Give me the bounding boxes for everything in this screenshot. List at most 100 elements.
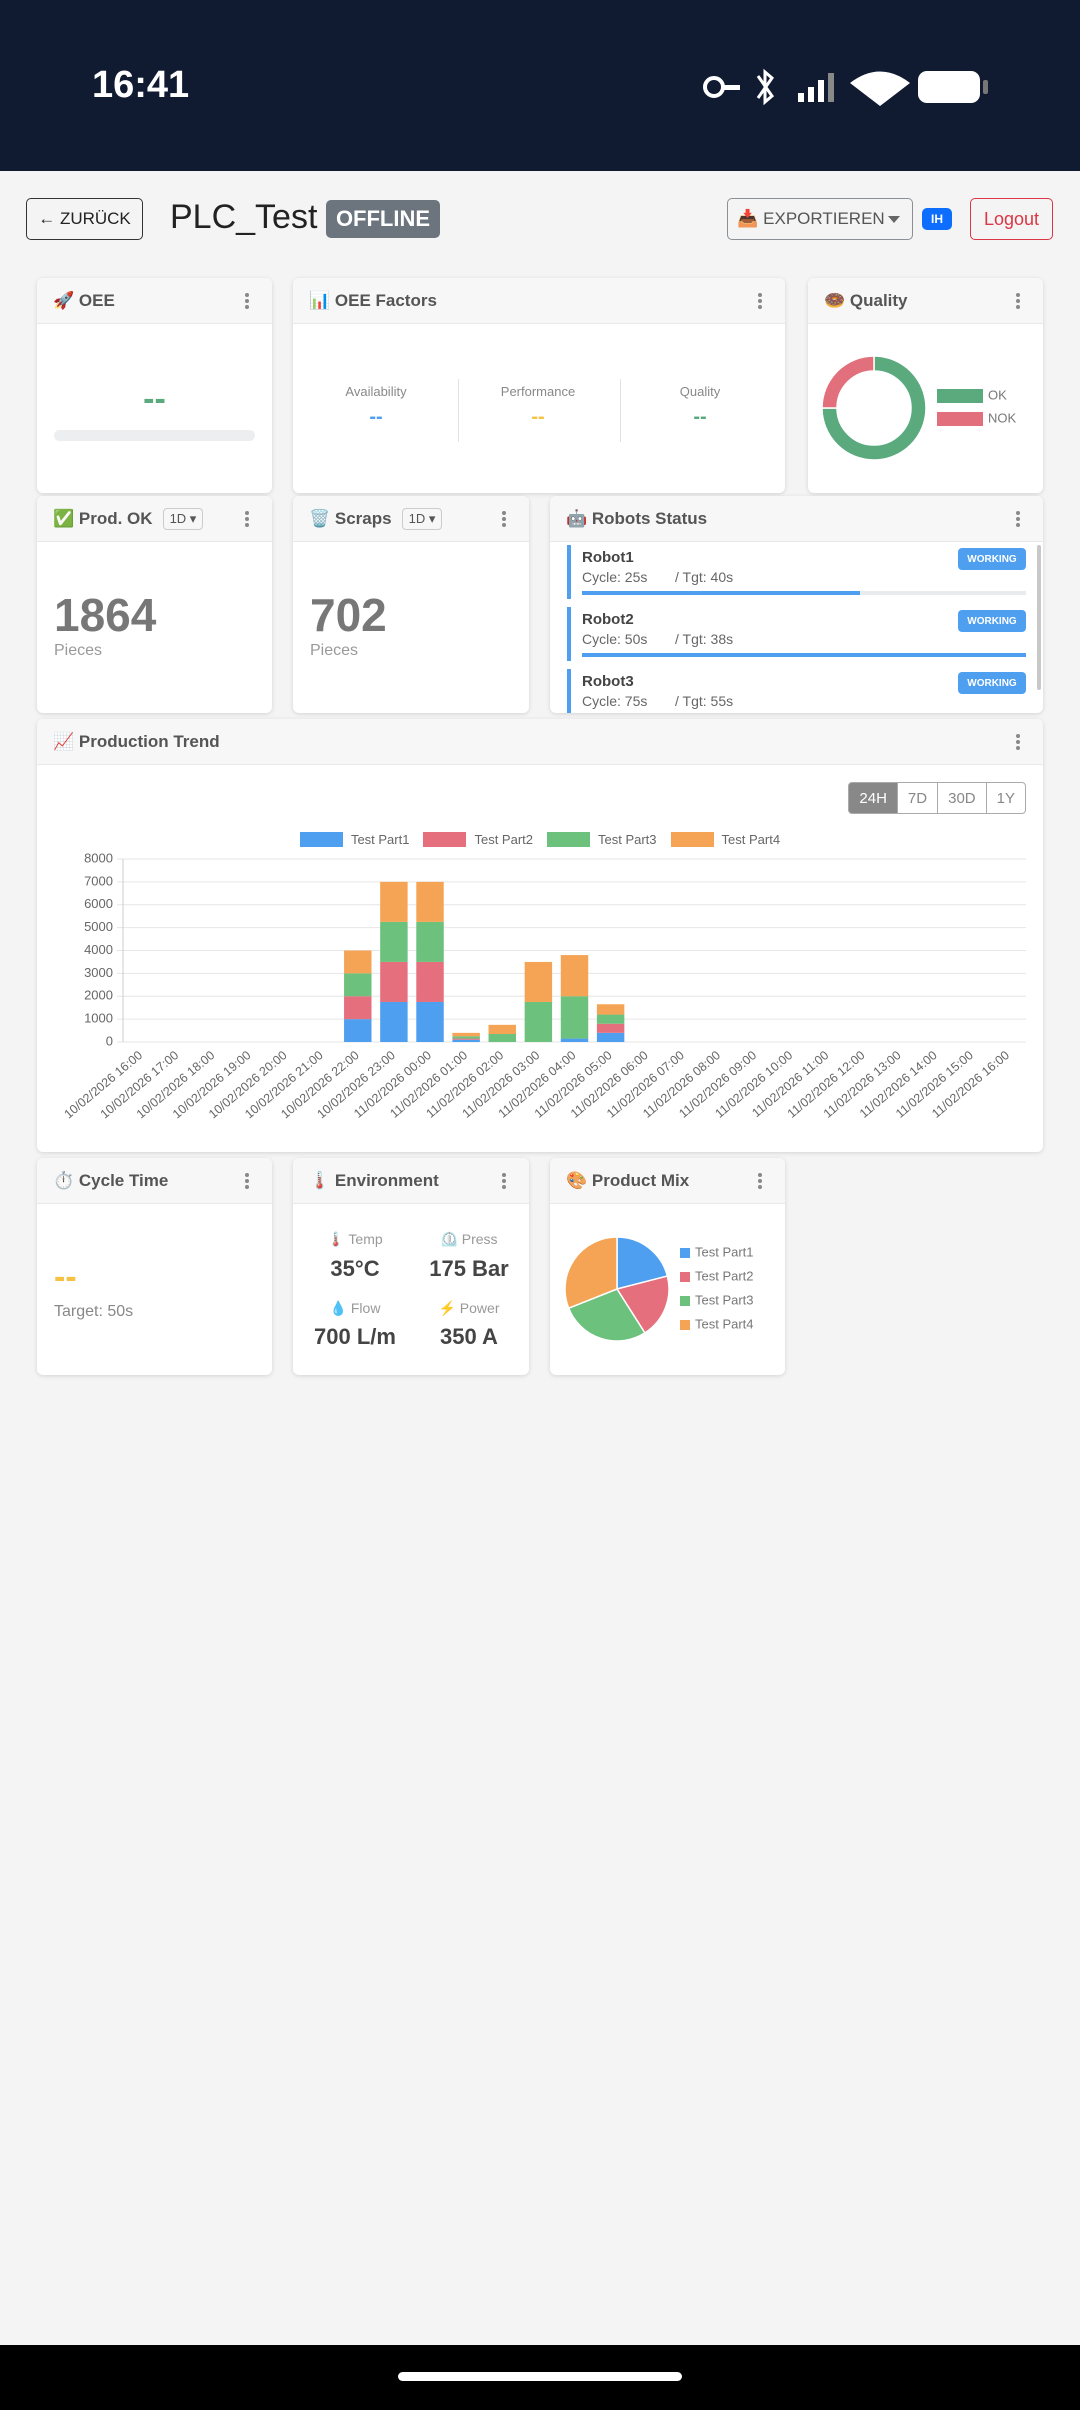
bar-segment — [344, 996, 372, 1020]
menu-icon[interactable] — [757, 293, 763, 309]
page-title: PLC_Test — [170, 198, 318, 236]
bar-segment — [560, 955, 589, 997]
card-title: 🌡️ Environment — [293, 1158, 529, 1204]
bar-segment — [452, 1039, 480, 1042]
product-mix-chart: Test Part1 Test Part2 Test Part3 Test Part4 — [564, 1236, 754, 1342]
range-group: 24H 7D 30D 1Y — [848, 782, 1026, 814]
robot-progress — [582, 653, 1026, 657]
status-badge: OFFLINE — [326, 200, 440, 238]
env-label: 💧 Flow — [329, 1300, 381, 1316]
card-title: 📈 Production Trend — [37, 719, 1043, 765]
bar-segment — [380, 1001, 408, 1042]
robot-name: Robot2 — [582, 611, 634, 628]
y-tick-label: 2000 — [84, 988, 113, 1003]
bar-segment — [380, 921, 408, 962]
env-value: 35°C — [330, 1256, 380, 1281]
y-tick-label: 8000 — [84, 850, 113, 865]
slice — [616, 1236, 669, 1290]
robot-progress — [582, 591, 860, 595]
factor-label: Availability — [345, 384, 407, 399]
range-button[interactable]: 30D — [937, 782, 987, 814]
bar-segment — [488, 1033, 516, 1042]
factor-label: Quality — [679, 384, 721, 399]
factor-value: -- — [369, 406, 383, 428]
user-badge[interactable]: IH — [922, 208, 952, 230]
robot-list: Robot1 WORKING Cycle: 25s / Tgt: 40s Robot2 W… — [550, 545, 1043, 713]
scraps-card: 🗑️ Scraps 1D ▾ 702 Pieces — [293, 496, 529, 713]
prod-ok-card: ✅ Prod. OK 1D ▾ 1864 Pieces — [37, 496, 272, 713]
factor-label: Performance — [500, 384, 576, 399]
slice — [821, 355, 927, 461]
bar-segment — [596, 1032, 625, 1042]
home-indicator[interactable] — [398, 2372, 682, 2381]
env-value: 700 L/m — [314, 1324, 396, 1349]
menu-icon[interactable] — [501, 1173, 507, 1189]
legend-item: Test Part2 — [423, 832, 533, 847]
export-button[interactable]: 📥 EXPORTIEREN — [727, 198, 913, 240]
menu-icon[interactable] — [244, 1173, 250, 1189]
robot-cycle: Cycle: 50s — [582, 631, 648, 647]
count-value: 702 — [310, 589, 387, 641]
quality-chart: OK NOK — [821, 355, 1017, 461]
bar-segment — [344, 950, 372, 974]
robot-target: / Tgt: 40s — [675, 569, 734, 585]
oee-card: 🚀 OEE -- — [37, 278, 272, 493]
count-value: 1864 — [54, 589, 157, 641]
card-title: 🤖 Robots Status — [550, 496, 1043, 542]
robots-card: 🤖 Robots Status Robot1 WORKING Cycle: 25s /… — [550, 496, 1043, 713]
y-tick-label: 7000 — [84, 873, 113, 888]
environment-card: 🌡️ Environment 🌡️ Temp 35°C ⏲️ Press 175… — [293, 1158, 529, 1375]
bar-segment — [596, 1014, 625, 1024]
legend-swatch — [299, 832, 343, 847]
robot-status: WORKING — [958, 672, 1026, 694]
card-title: ⏱️ Cycle Time — [37, 1158, 272, 1204]
robot-target: / Tgt: 55s — [675, 693, 734, 709]
menu-icon[interactable] — [1015, 734, 1021, 750]
y-tick-label: 4000 — [84, 942, 113, 957]
menu-icon[interactable] — [244, 511, 250, 527]
menu-icon[interactable] — [757, 1173, 763, 1189]
range-button[interactable]: 1Y — [985, 782, 1026, 814]
menu-icon[interactable] — [501, 511, 507, 527]
bar-segment — [488, 1024, 516, 1034]
bar-segment — [452, 1036, 480, 1039]
factor-value: -- — [693, 406, 707, 428]
card-header: 🗑️ Scraps 1D ▾ — [293, 496, 529, 542]
legend-item: Test Part1 — [299, 832, 409, 847]
slice — [615, 1275, 670, 1334]
oee-value: -- — [143, 380, 166, 418]
legend-label: Test Part2 — [474, 832, 533, 847]
bar-segment — [380, 961, 408, 1002]
back-button[interactable]: ← ZURÜCK — [26, 198, 143, 240]
robot-progress-track — [582, 653, 1026, 657]
legend-swatch — [423, 832, 467, 847]
y-tick-label: 5000 — [84, 919, 113, 934]
menu-icon[interactable] — [1015, 293, 1021, 309]
caret — [888, 216, 900, 223]
robot-accent — [567, 669, 571, 713]
legend-swatch — [680, 1272, 690, 1282]
card-title: 🚀 OEE — [37, 278, 272, 324]
legend-swatch — [680, 1296, 690, 1306]
range-dropdown[interactable]: 1D ▾ — [401, 507, 443, 530]
export-label: 📥 EXPORTIEREN — [737, 209, 885, 228]
legend-label: Test Part3 — [695, 1292, 754, 1307]
cycle-card: ⏱️ Cycle Time -- Target: 50s — [37, 1158, 272, 1375]
range-label: 1D — [408, 510, 426, 526]
range-dropdown[interactable]: 1D ▾ — [162, 507, 204, 530]
card-title: 🗑️ Scraps — [309, 508, 392, 528]
y-tick-label: 0 — [106, 1033, 113, 1048]
bar-segment — [380, 881, 408, 922]
legend-swatch — [547, 832, 590, 847]
robot-status: WORKING — [958, 548, 1026, 570]
menu-icon[interactable] — [1015, 511, 1021, 527]
logout-button[interactable]: Logout — [970, 198, 1053, 240]
menu-icon[interactable] — [244, 293, 250, 309]
robot-status: WORKING — [958, 610, 1026, 632]
robot-cycle: Cycle: 75s — [582, 693, 648, 709]
legend-item: Test Part3 — [547, 832, 657, 847]
slice — [821, 355, 875, 409]
env-value: 350 A — [440, 1324, 498, 1349]
legend-swatch — [937, 412, 983, 426]
